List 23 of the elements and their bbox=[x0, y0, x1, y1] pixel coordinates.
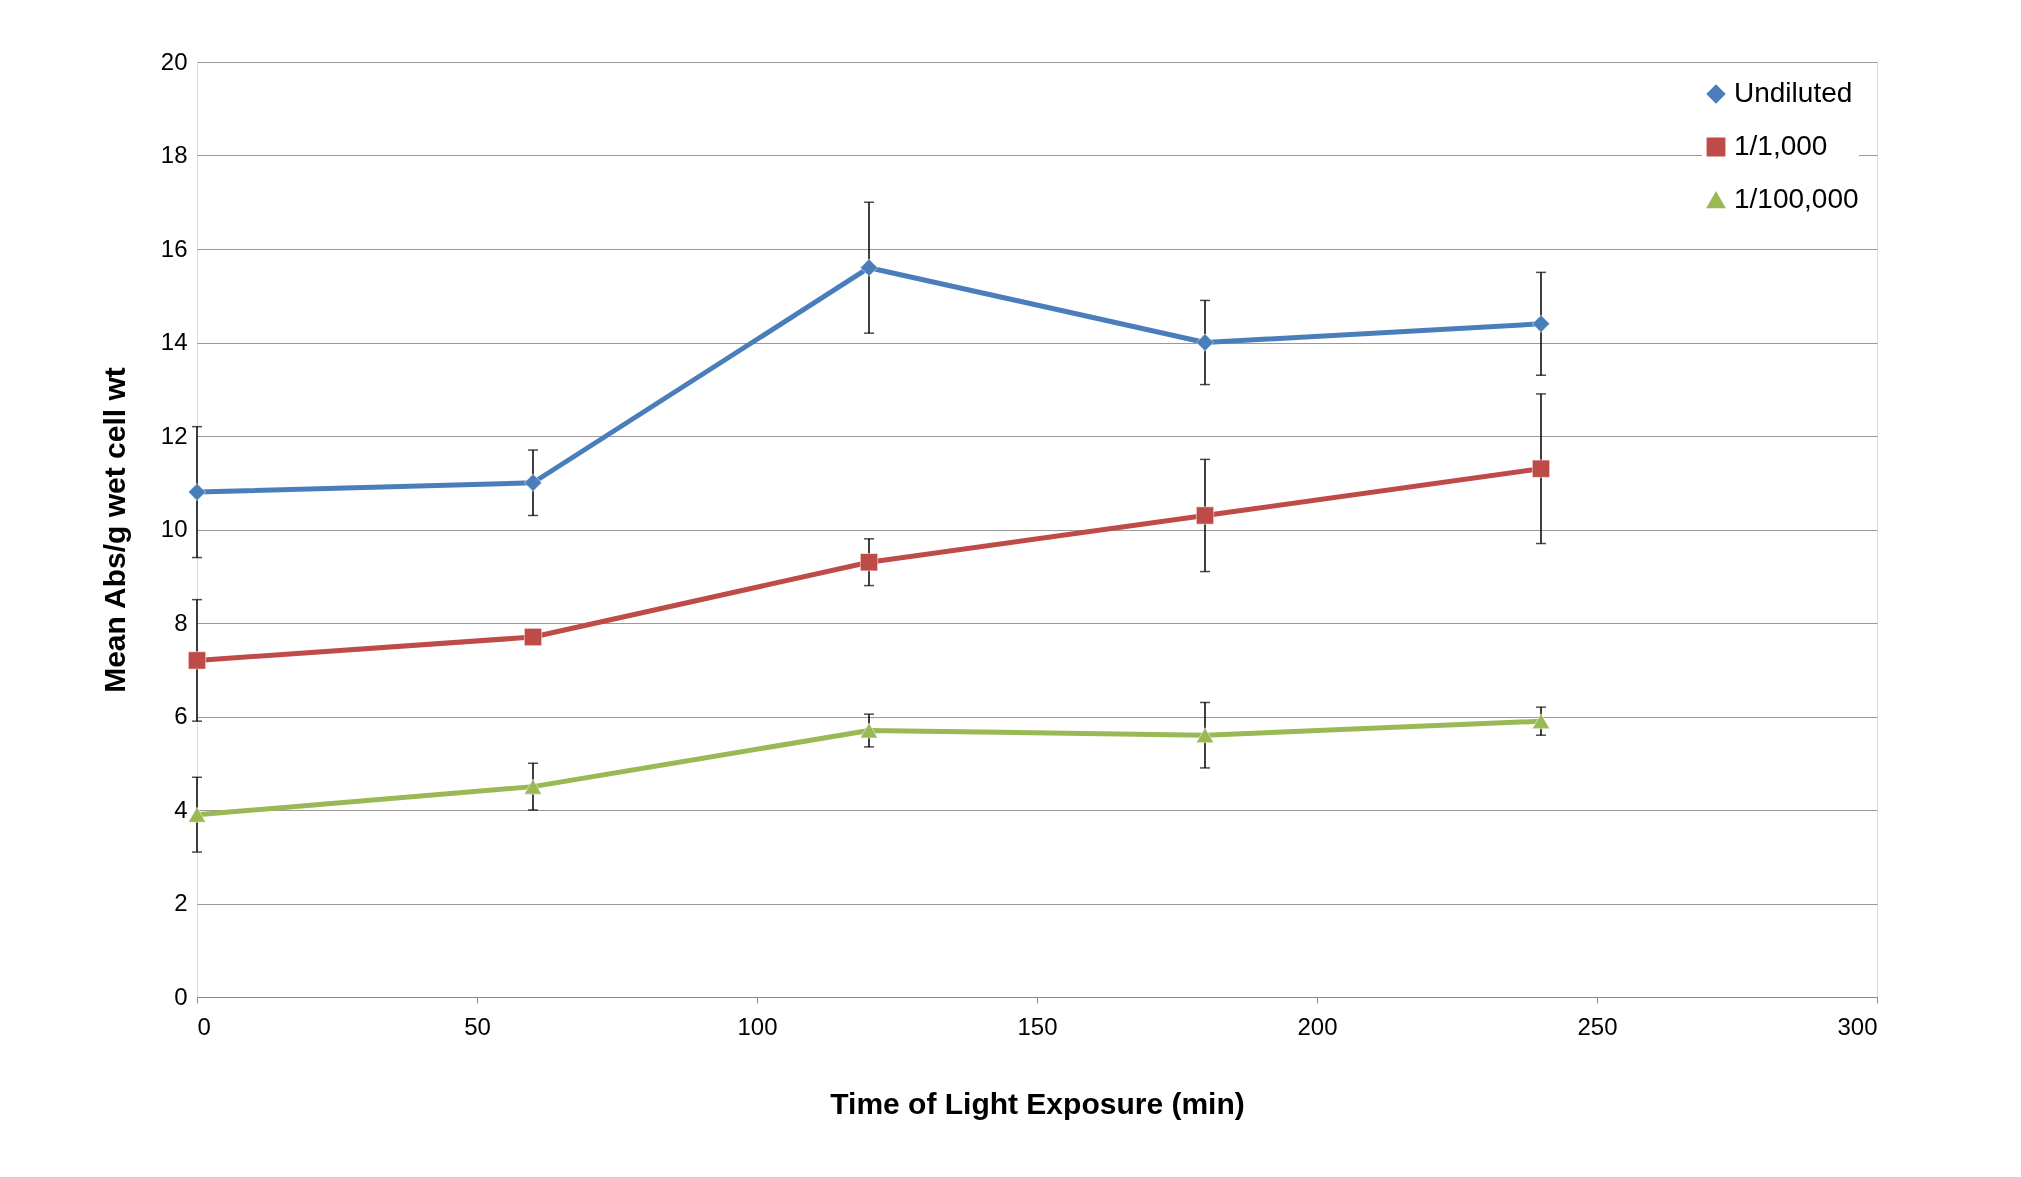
y-tick-label: 10 bbox=[160, 515, 188, 542]
x-tick-label: 50 bbox=[464, 1012, 491, 1040]
x-tick-label: 100 bbox=[737, 1012, 778, 1040]
x-tick-label: 300 bbox=[1837, 1012, 1878, 1040]
y-tick-label: 18 bbox=[160, 141, 188, 168]
legend-label: Undiluted bbox=[1734, 77, 1853, 108]
y-tick-label: 4 bbox=[174, 795, 188, 823]
x-tick-label: 0 bbox=[197, 1012, 211, 1040]
y-tick-label: 6 bbox=[174, 702, 188, 729]
legend-label: 1/100,000 bbox=[1734, 183, 1859, 214]
x-tick-label: 150 bbox=[1017, 1012, 1058, 1040]
y-tick-label: 0 bbox=[174, 982, 188, 1010]
x-axis-title: Time of Light Exposure (min) bbox=[830, 1086, 1245, 1120]
y-tick-label: 12 bbox=[160, 421, 188, 449]
x-tick-label: 250 bbox=[1577, 1012, 1618, 1040]
y-tick-label: 20 bbox=[160, 47, 188, 75]
y-tick-label: 2 bbox=[174, 889, 188, 916]
x-tick-label: 200 bbox=[1297, 1012, 1338, 1040]
y-tick-label: 8 bbox=[174, 608, 188, 636]
y-axis-title: Mean Abs/g wet cell wt bbox=[97, 367, 131, 693]
y-tick-label: 16 bbox=[160, 234, 188, 262]
legend-label: 1/1,000 bbox=[1734, 130, 1828, 161]
y-tick-label: 14 bbox=[160, 328, 188, 355]
